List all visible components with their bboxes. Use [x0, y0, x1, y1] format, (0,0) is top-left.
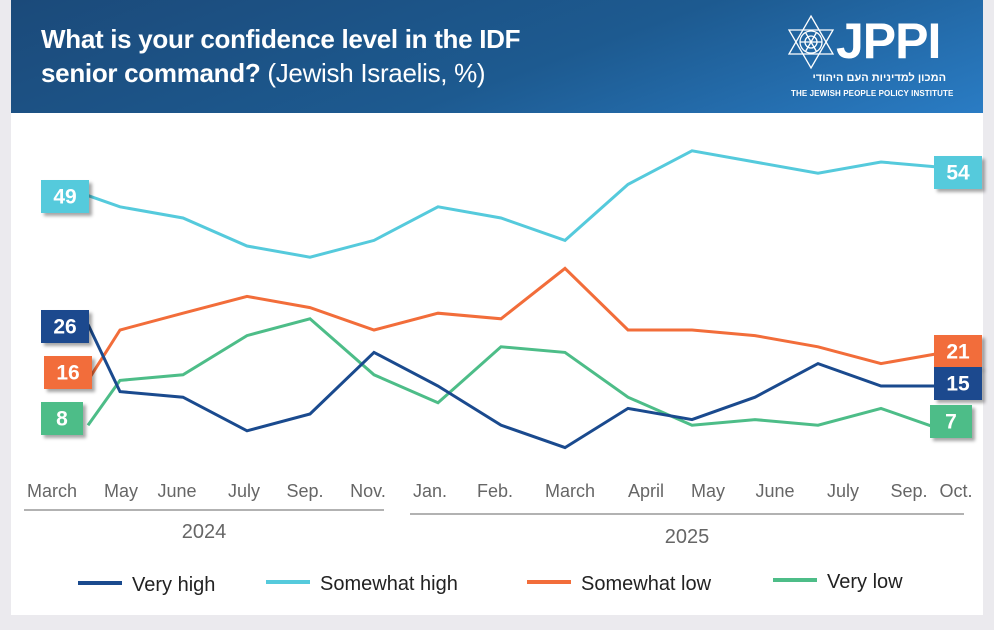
x-tick-label: Sep.	[890, 481, 927, 501]
logo-hebrew: המכון למדיניות העם היהודי	[812, 72, 946, 84]
end-label-value: 7	[945, 411, 957, 434]
x-tick-label: Jan.	[413, 481, 447, 501]
start-label-somewhat-low: 16	[44, 356, 92, 389]
end-label-value: 54	[946, 162, 970, 185]
title-line-1: What is your confidence level in the IDF	[41, 24, 521, 54]
x-tick-label: April	[628, 481, 664, 501]
star-of-david-icon	[787, 14, 835, 70]
logo-english: THE JEWISH PEOPLE POLICY INSTITUTE	[791, 89, 954, 98]
start-label-box	[41, 402, 83, 435]
start-label-very-high: 26	[41, 310, 89, 343]
end-label-value: 15	[946, 373, 970, 396]
year-label: 2025	[665, 526, 710, 548]
x-tick-label: July	[827, 481, 859, 501]
end-label-somewhat-high: 54	[934, 156, 982, 189]
legend-item-somewhat-high[interactable]: Somewhat high	[266, 573, 458, 595]
end-label-box	[934, 335, 982, 368]
x-tick-label: May	[104, 481, 138, 501]
series-line-somewhat-high	[87, 149, 946, 259]
x-tick-label: June	[157, 481, 196, 501]
x-tick-label: Nov.	[350, 481, 386, 501]
end-label-very-low: 7	[930, 405, 972, 438]
legend-label: Somewhat high	[320, 573, 458, 595]
legend-item-very-low[interactable]: Very low	[773, 571, 903, 593]
x-tick-label: Oct.	[939, 481, 972, 501]
end-label-box	[934, 367, 982, 400]
start-label-box	[44, 356, 92, 389]
end-label-box	[930, 405, 972, 438]
year-label: 2024	[182, 521, 227, 543]
chart-title: What is your confidence level in the IDF…	[41, 22, 521, 90]
start-label-very-low: 8	[41, 402, 83, 435]
x-tick-label: Sep.	[286, 481, 323, 501]
start-label-box	[41, 310, 89, 343]
series-line-somewhat-low	[86, 266, 946, 382]
legend-label: Very high	[132, 574, 215, 596]
start-label-somewhat-high: 49	[41, 180, 89, 213]
end-label-box	[934, 156, 982, 189]
legend-item-somewhat-low[interactable]: Somewhat low	[527, 573, 712, 595]
x-tick-label: May	[691, 481, 725, 501]
x-tick-label: March	[545, 481, 595, 501]
end-label-very-high: 15	[934, 367, 982, 400]
end-label-somewhat-low: 21	[934, 335, 982, 368]
title-bold: senior command?	[41, 58, 261, 88]
title-subtitle: (Jewish Israelis, %)	[260, 58, 486, 88]
x-tick-label: March	[27, 481, 77, 501]
legend-item-very-high[interactable]: Very high	[78, 574, 215, 596]
x-tick-label: Feb.	[477, 481, 513, 501]
series-line-very-low	[86, 317, 946, 433]
legend-label: Somewhat low	[581, 573, 712, 595]
start-label-box	[41, 180, 89, 213]
x-tick-label: June	[755, 481, 794, 501]
chart-header: What is your confidence level in the IDF…	[11, 0, 983, 113]
start-label-value: 49	[53, 186, 76, 209]
legend-label: Very low	[827, 571, 903, 593]
start-label-value: 8	[56, 408, 68, 431]
x-tick-label: July	[228, 481, 260, 501]
series-line-very-high	[86, 323, 945, 450]
end-label-value: 21	[946, 341, 970, 364]
start-label-value: 26	[53, 316, 76, 339]
start-label-value: 16	[56, 362, 79, 385]
title-line-2: senior command? (Jewish Israelis, %)	[41, 56, 520, 90]
logo-wordmark: JPPI	[836, 13, 941, 69]
jppi-logo: JPPI המכון למדיניות העם היהודי THE JEWIS…	[786, 12, 976, 102]
